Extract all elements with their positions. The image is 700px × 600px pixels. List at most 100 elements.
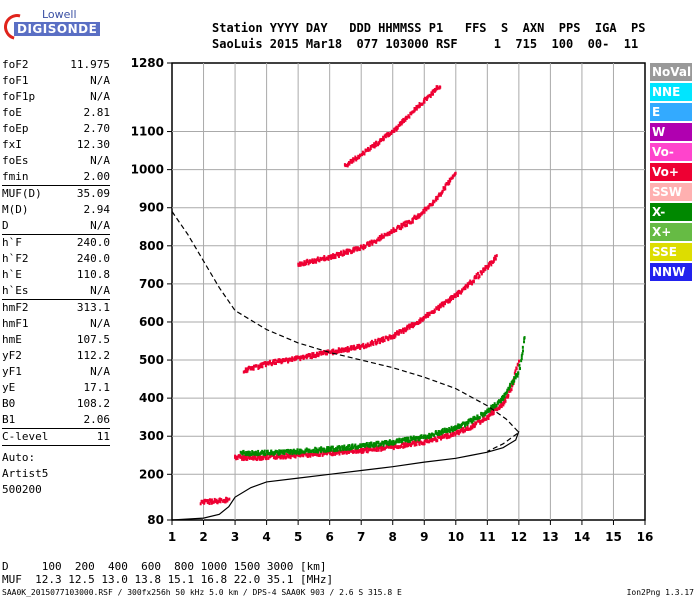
parameter-value: 2.94	[83, 203, 111, 216]
echo-point	[403, 327, 406, 331]
echo-point	[426, 96, 429, 100]
echo-point	[385, 132, 388, 136]
echo-point	[305, 447, 308, 451]
echo-point	[403, 442, 406, 446]
echo-point	[224, 498, 227, 502]
echo-point	[378, 235, 381, 239]
x-tick-label: 7	[357, 530, 365, 544]
echo-point	[470, 281, 473, 285]
echo-point	[518, 363, 521, 367]
echo-point	[479, 419, 482, 423]
echo-point	[358, 343, 361, 347]
echo-point	[417, 213, 420, 217]
echo-point	[251, 365, 254, 369]
echo-point	[448, 429, 451, 433]
echo-point	[458, 425, 461, 429]
echo-point	[392, 334, 395, 338]
echo-point	[428, 440, 431, 444]
echo-point	[399, 445, 402, 449]
echo-point	[399, 123, 402, 127]
echo-point	[350, 346, 353, 350]
echo-point	[290, 449, 293, 453]
echo-point	[382, 445, 385, 449]
echo-point	[330, 445, 333, 449]
echo-point	[213, 497, 216, 501]
parameter-name: h`F	[2, 236, 22, 249]
echo-point	[452, 296, 455, 300]
echo-point	[252, 457, 255, 461]
x-tick-label: 14	[574, 530, 591, 544]
echo-point	[275, 456, 278, 460]
echo-point	[413, 443, 416, 447]
echo-point	[351, 160, 354, 164]
echo-point	[521, 345, 524, 349]
echo-point	[376, 340, 379, 344]
echo-point	[431, 89, 434, 93]
echo-point	[511, 382, 514, 386]
echo-point	[471, 420, 474, 424]
echo-point	[464, 287, 467, 291]
echo-point	[367, 148, 370, 152]
echo-point	[463, 424, 466, 428]
echo-point	[342, 249, 345, 253]
echo-point	[321, 256, 324, 260]
echo-point	[334, 255, 337, 259]
echo-point	[272, 360, 275, 364]
echo-point	[383, 339, 386, 343]
echo-point	[311, 352, 314, 356]
echo-point	[356, 344, 359, 348]
echo-point	[407, 441, 410, 445]
echo-point	[456, 293, 459, 297]
echo-point	[361, 246, 364, 250]
echo-point	[347, 161, 350, 165]
echo-point	[418, 319, 421, 323]
echo-point	[386, 336, 389, 340]
true-height-profile	[171, 431, 520, 521]
echo-point	[248, 451, 251, 455]
echo-point	[298, 261, 301, 265]
parameter-value: 17.1	[83, 381, 111, 394]
echo-point	[418, 438, 421, 442]
echo-point	[413, 108, 416, 112]
parameter-name: hmE	[2, 333, 22, 346]
echo-point	[400, 122, 403, 126]
echo-point	[356, 246, 359, 250]
echo-point	[483, 268, 486, 272]
parameter-value: 240.0	[76, 236, 110, 249]
echo-point	[350, 449, 353, 453]
echo-point	[391, 445, 394, 449]
echo-point	[384, 233, 387, 237]
echo-point	[339, 448, 342, 452]
echo-point	[426, 434, 429, 438]
scaled-parameters-panel: foF2 11.975 foF1 N/A foF1p N/A foE 2.81 foEp 2.70…	[2, 57, 110, 498]
echo-point	[466, 285, 469, 289]
echo-point	[242, 458, 245, 462]
y-tick-label: 700	[139, 277, 164, 291]
echo-point	[299, 263, 302, 267]
echo-point	[430, 91, 433, 95]
echo-point	[510, 388, 513, 392]
echo-point	[372, 446, 375, 450]
echo-point	[409, 323, 412, 327]
parameter-name: B1	[2, 413, 16, 426]
echo-point	[384, 133, 387, 137]
echo-point	[322, 452, 325, 456]
echo-point	[418, 442, 421, 446]
echo-point	[282, 359, 285, 363]
echo-point	[400, 329, 403, 333]
echo-point	[285, 455, 288, 459]
echo-point	[441, 435, 444, 439]
echo-point	[426, 438, 429, 442]
echo-point	[363, 152, 366, 156]
echo-point	[467, 283, 470, 287]
echo-point	[252, 367, 255, 371]
echo-point	[334, 350, 337, 354]
echo-point	[400, 444, 403, 448]
station-header: Station YYYY DAY DDD HHMMSS P1 FFS S AXN…	[212, 20, 645, 52]
echo-point	[258, 365, 261, 369]
echo-point	[406, 443, 409, 447]
echo-point	[332, 253, 335, 257]
echo-point	[423, 441, 426, 445]
echo-point	[402, 445, 405, 449]
